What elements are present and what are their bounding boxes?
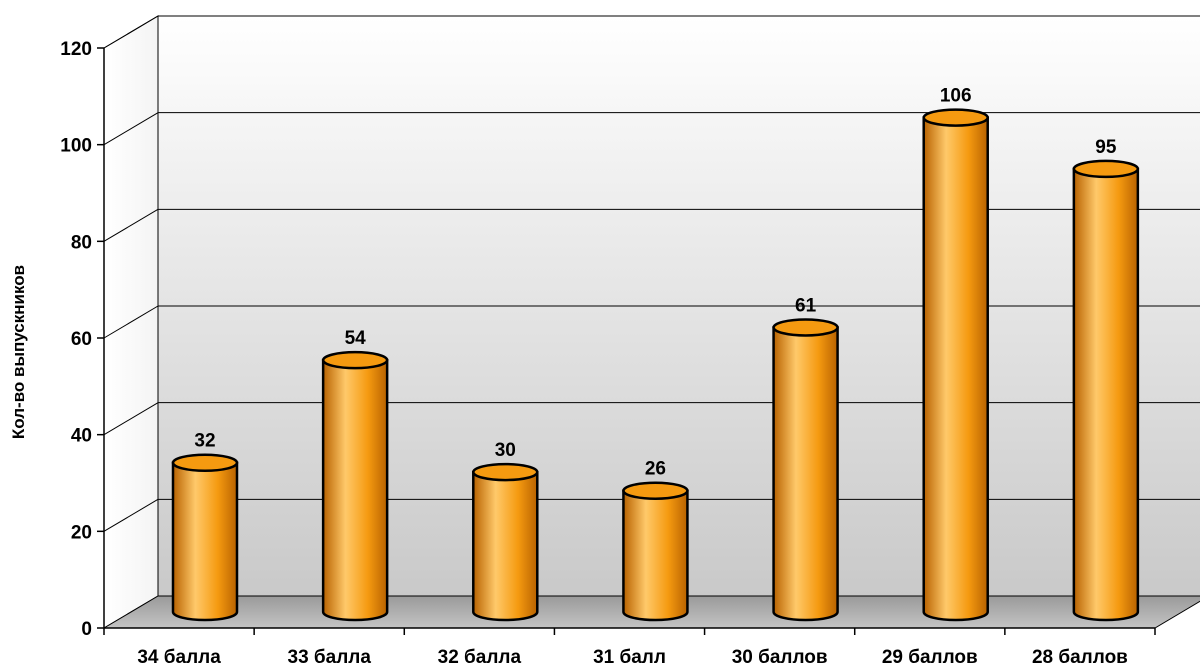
gridline-side [103,305,159,339]
data-label: 54 [345,328,367,349]
bar [171,453,239,622]
data-label: 26 [645,459,666,480]
bar [321,350,389,622]
bar-top [922,108,989,127]
x-axis-categories: 34 балла 33 балла 32 балла 31 балл 30 баллов… [137,647,1128,666]
data-label: 30 [495,440,516,461]
y-tick-label: 120 [60,39,92,60]
gridline-side [103,15,159,49]
y-tick-label: 40 [71,426,92,447]
y-tick-label: 20 [71,522,92,543]
gridline-side [103,402,159,436]
gridline-side [103,208,159,242]
data-label: 32 [194,431,215,452]
gridlines [103,15,1200,532]
bar-body [321,358,389,622]
data-label: 61 [795,295,817,316]
bar-top [622,481,689,500]
bar [772,318,839,622]
x-category-label: 28 баллов [1032,647,1128,666]
data-label: 106 [940,86,972,107]
gridline-side [103,112,159,146]
gridline-side [103,498,159,532]
y-axis-title: Кол-во выпускников [9,265,28,439]
y-tick-label: 60 [71,329,92,350]
bar-body [772,326,839,622]
x-category-label: 34 балла [137,647,221,666]
bar-body [171,461,239,622]
y-axis-ticks: 0 20 40 60 80 100 120 [60,39,104,640]
bar-top [1072,159,1140,179]
data-labels: 32 54 30 26 61 106 95 [194,86,1116,480]
bar-body [472,470,539,622]
x-category-label: 30 баллов [732,647,828,666]
data-label: 95 [1095,137,1117,158]
bar [922,108,989,622]
bar-top [772,318,839,337]
bar-top [321,350,389,370]
bar-body [1072,167,1140,622]
y-tick-label: 0 [81,619,92,640]
bar-top [472,462,539,482]
bar-body [922,116,989,622]
bars [171,108,1140,622]
bar [472,462,539,622]
x-category-label: 29 баллов [882,647,978,666]
y-tick-label: 80 [71,232,92,253]
x-category-label: 33 балла [288,647,372,666]
y-tick-label: 100 [60,136,92,157]
x-category-label: 31 балл [593,647,666,666]
bar-top [171,453,239,472]
x-category-label: 32 балла [438,647,522,666]
bar [622,481,689,622]
bar-body [622,489,689,622]
bar [1072,159,1140,622]
